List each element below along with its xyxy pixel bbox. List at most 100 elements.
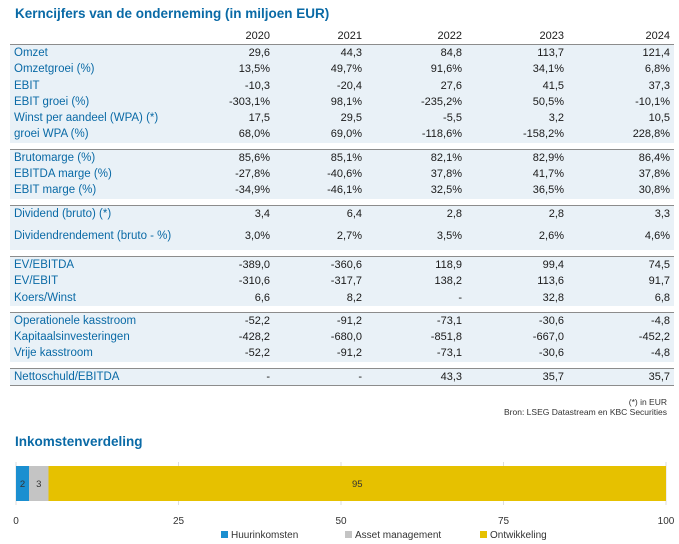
- value-cell: 13,5%: [180, 61, 274, 78]
- legend-swatch: [221, 531, 228, 538]
- value-cell: 30,8%: [568, 182, 674, 199]
- footnote: (*) in EUR: [628, 397, 667, 407]
- table-row: Kapitaalsinvesteringen -428,2 -680,0 -851,8…: [10, 329, 674, 346]
- table-row: Vrije kasstroom -52,2 -91,2 -73,1 -30,6 -4,8: [10, 345, 674, 362]
- value-cell: 82,1%: [366, 148, 466, 167]
- value-cell: 35,7: [568, 367, 674, 387]
- legend-swatch: [480, 531, 487, 538]
- table-row: EBIT marge (%) -34,9% -46,1% 32,5% 36,5% 30,8…: [10, 182, 674, 199]
- group-gap: [10, 305, 674, 313]
- value-cell: 35,7: [466, 367, 568, 387]
- value-cell: 3,5%: [366, 221, 466, 250]
- value-cell: -428,2: [180, 329, 274, 346]
- bar-segment: [48, 466, 666, 501]
- gap-cell: [10, 142, 674, 150]
- value-cell: -: [180, 367, 274, 387]
- table-notes: (*) in EUR Bron: LSEG Datastream en KBC …: [504, 397, 667, 417]
- row-label: Nettoschuld/EBITDA: [10, 367, 180, 387]
- bar-data-label: 2: [20, 479, 25, 490]
- row-label: Winst per aandeel (WPA) (*): [10, 110, 180, 127]
- value-cell: -: [274, 367, 366, 387]
- value-cell: 50,5%: [466, 93, 568, 111]
- year-header: 2022: [366, 28, 466, 45]
- row-label: Omzet: [10, 44, 180, 62]
- value-cell: 98,1%: [274, 93, 366, 111]
- legend-label: Asset management: [355, 530, 442, 541]
- value-cell: 3,3: [568, 204, 674, 222]
- value-cell: -118,6%: [366, 126, 466, 143]
- gap-cell: [10, 198, 674, 206]
- row-label: Dividend (bruto) (*): [10, 204, 180, 222]
- row-label: EBIT groei (%): [10, 93, 180, 111]
- legend-label: Ontwikkeling: [490, 530, 547, 541]
- value-cell: -91,2: [274, 345, 366, 362]
- value-cell: 6,8: [568, 289, 674, 306]
- value-cell: -40,6%: [274, 166, 366, 183]
- value-cell: 3,0%: [180, 221, 274, 250]
- x-tick-label: 0: [13, 516, 19, 527]
- row-label: EBITDA marge (%): [10, 166, 180, 183]
- value-cell: -310,6: [180, 273, 274, 290]
- source-note: Bron: LSEG Datastream en KBC Securities: [504, 407, 667, 417]
- value-cell: -4,8: [568, 345, 674, 362]
- section-title: Inkomstenverdeling: [15, 434, 143, 449]
- table-row: Winst per aandeel (WPA) (*) 17,5 29,5 -5,5 3…: [10, 110, 674, 127]
- value-cell: 6,6: [180, 289, 274, 306]
- value-cell: 2,7%: [274, 221, 366, 250]
- value-cell: -52,2: [180, 311, 274, 330]
- value-cell: -360,6: [274, 255, 366, 274]
- value-cell: 4,6%: [568, 221, 674, 250]
- value-cell: 44,3: [274, 44, 366, 62]
- value-cell: -235,2%: [366, 93, 466, 111]
- value-cell: -73,1: [366, 311, 466, 330]
- value-cell: -34,9%: [180, 182, 274, 199]
- value-cell: 2,8: [466, 204, 568, 222]
- table-row: EBIT -10,3 -20,4 27,6 41,5 37,3: [10, 77, 674, 94]
- value-cell: 2,8: [366, 204, 466, 222]
- year-header: 2021: [274, 28, 366, 45]
- table-header-row: 2020 2021 2022 2023 2024: [10, 28, 674, 45]
- value-cell: 6,4: [274, 204, 366, 222]
- row-label: Operationele kasstroom: [10, 311, 180, 330]
- value-cell: -4,8: [568, 311, 674, 330]
- legend-item: Ontwikkeling: [480, 530, 547, 541]
- table-row: Omzet 29,6 44,3 84,8 113,7 121,4: [10, 44, 674, 62]
- group-gap: [10, 142, 674, 150]
- value-cell: 3,4: [180, 204, 274, 222]
- value-cell: 84,8: [366, 44, 466, 62]
- bar-segment: [29, 466, 49, 501]
- bar-data-label: 95: [352, 479, 363, 490]
- value-cell: -73,1: [366, 345, 466, 362]
- value-cell: 138,2: [366, 273, 466, 290]
- row-label: Dividendrendement (bruto - %): [10, 221, 180, 250]
- row-label: Kapitaalsinvesteringen: [10, 329, 180, 346]
- row-label: Vrije kasstroom: [10, 345, 180, 362]
- x-tick-label: 50: [335, 516, 347, 527]
- legend-item: Huurinkomsten: [221, 530, 298, 541]
- value-cell: 29,5: [274, 110, 366, 127]
- value-cell: 37,8%: [568, 166, 674, 183]
- row-label: groei WPA (%): [10, 126, 180, 143]
- value-cell: 2,6%: [466, 221, 568, 250]
- value-cell: 91,6%: [366, 61, 466, 78]
- value-cell: 29,6: [180, 44, 274, 62]
- value-cell: 3,2: [466, 110, 568, 127]
- value-cell: 85,1%: [274, 148, 366, 167]
- value-cell: -20,4: [274, 77, 366, 94]
- row-label: EBIT: [10, 77, 180, 94]
- value-cell: 37,8%: [366, 166, 466, 183]
- value-cell: 91,7: [568, 273, 674, 290]
- value-cell: 113,7: [466, 44, 568, 62]
- group-gap: [10, 198, 674, 206]
- bar-segment: [16, 466, 29, 501]
- value-cell: 6,8%: [568, 61, 674, 78]
- value-cell: 34,1%: [466, 61, 568, 78]
- value-cell: 32,8: [466, 289, 568, 306]
- value-cell: 85,6%: [180, 148, 274, 167]
- row-label: EV/EBIT: [10, 273, 180, 290]
- value-cell: 41,7%: [466, 166, 568, 183]
- value-cell: 37,3: [568, 77, 674, 94]
- value-cell: -27,8%: [180, 166, 274, 183]
- table-row: EV/EBIT -310,6 -317,7 138,2 113,6 91,7: [10, 273, 674, 290]
- value-cell: -30,6: [466, 311, 568, 330]
